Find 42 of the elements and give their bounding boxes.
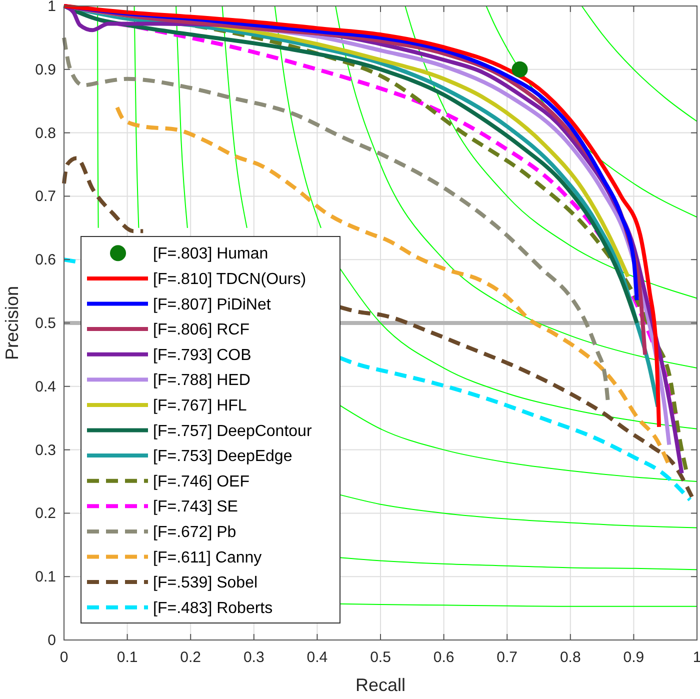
legend-label: [F=.806] RCF <box>153 322 250 339</box>
legend-label: [F=.803] Human <box>153 246 268 263</box>
y-tick-label: 1 <box>48 0 56 15</box>
legend-label: [F=.746] OEF <box>153 473 250 490</box>
x-tick-label: 1 <box>692 649 700 666</box>
legend-label: [F=.753] DeepEdge <box>153 448 292 466</box>
line-series <box>581 6 698 122</box>
x-tick-label: 0.8 <box>560 649 581 666</box>
y-tick-label: 0.4 <box>35 378 56 396</box>
x-tick-label: 0.6 <box>433 649 454 666</box>
legend-label: [F=.539] Sobel <box>153 574 258 592</box>
x-tick-label: 0.3 <box>243 649 264 666</box>
line-series <box>335 6 698 369</box>
y-tick-label: 0.9 <box>35 61 56 78</box>
legend-label: [F=.757] DeepContour <box>153 422 312 440</box>
y-tick-label: 0.2 <box>35 505 56 522</box>
legend-label: [F=.793] COB <box>153 346 252 364</box>
x-tick-label: 0 <box>60 649 68 666</box>
x-tick-label: 0.2 <box>180 649 202 666</box>
legend-label: [F=.788] HED <box>153 372 250 390</box>
x-axis-title: Recall <box>355 675 406 695</box>
legend-label: [F=.743] SE <box>153 498 238 516</box>
y-tick-label: 0.5 <box>35 315 56 332</box>
y-tick-label: 0.3 <box>35 442 56 459</box>
y-tick-label: 0.8 <box>35 124 56 142</box>
x-tick-label: 0.7 <box>496 649 518 666</box>
legend-label: [F=.672] Pb <box>153 524 236 541</box>
legend-label: [F=.807] PiDiNet <box>153 296 272 314</box>
x-tick-label: 0.4 <box>306 649 328 666</box>
y-tick-label: 0.6 <box>35 252 56 269</box>
y-tick-label: 0 <box>48 632 56 649</box>
legend-label: [F=.611] Canny <box>153 549 262 566</box>
x-tick-label: 0.9 <box>623 649 644 666</box>
x-tick-label: 0.5 <box>370 649 391 666</box>
legend-label: [F=.767] HFL <box>153 397 247 414</box>
x-tick-label: 0.1 <box>116 649 138 666</box>
legend-label: [F=.810] TDCN(Ours) <box>153 270 306 288</box>
y-axis-title: Precision <box>2 286 22 360</box>
legend-label: [F=.483] Roberts <box>153 600 273 617</box>
y-tick-label: 0.1 <box>35 568 56 586</box>
y-tick-label: 0.7 <box>35 188 56 206</box>
line-series <box>404 6 698 299</box>
